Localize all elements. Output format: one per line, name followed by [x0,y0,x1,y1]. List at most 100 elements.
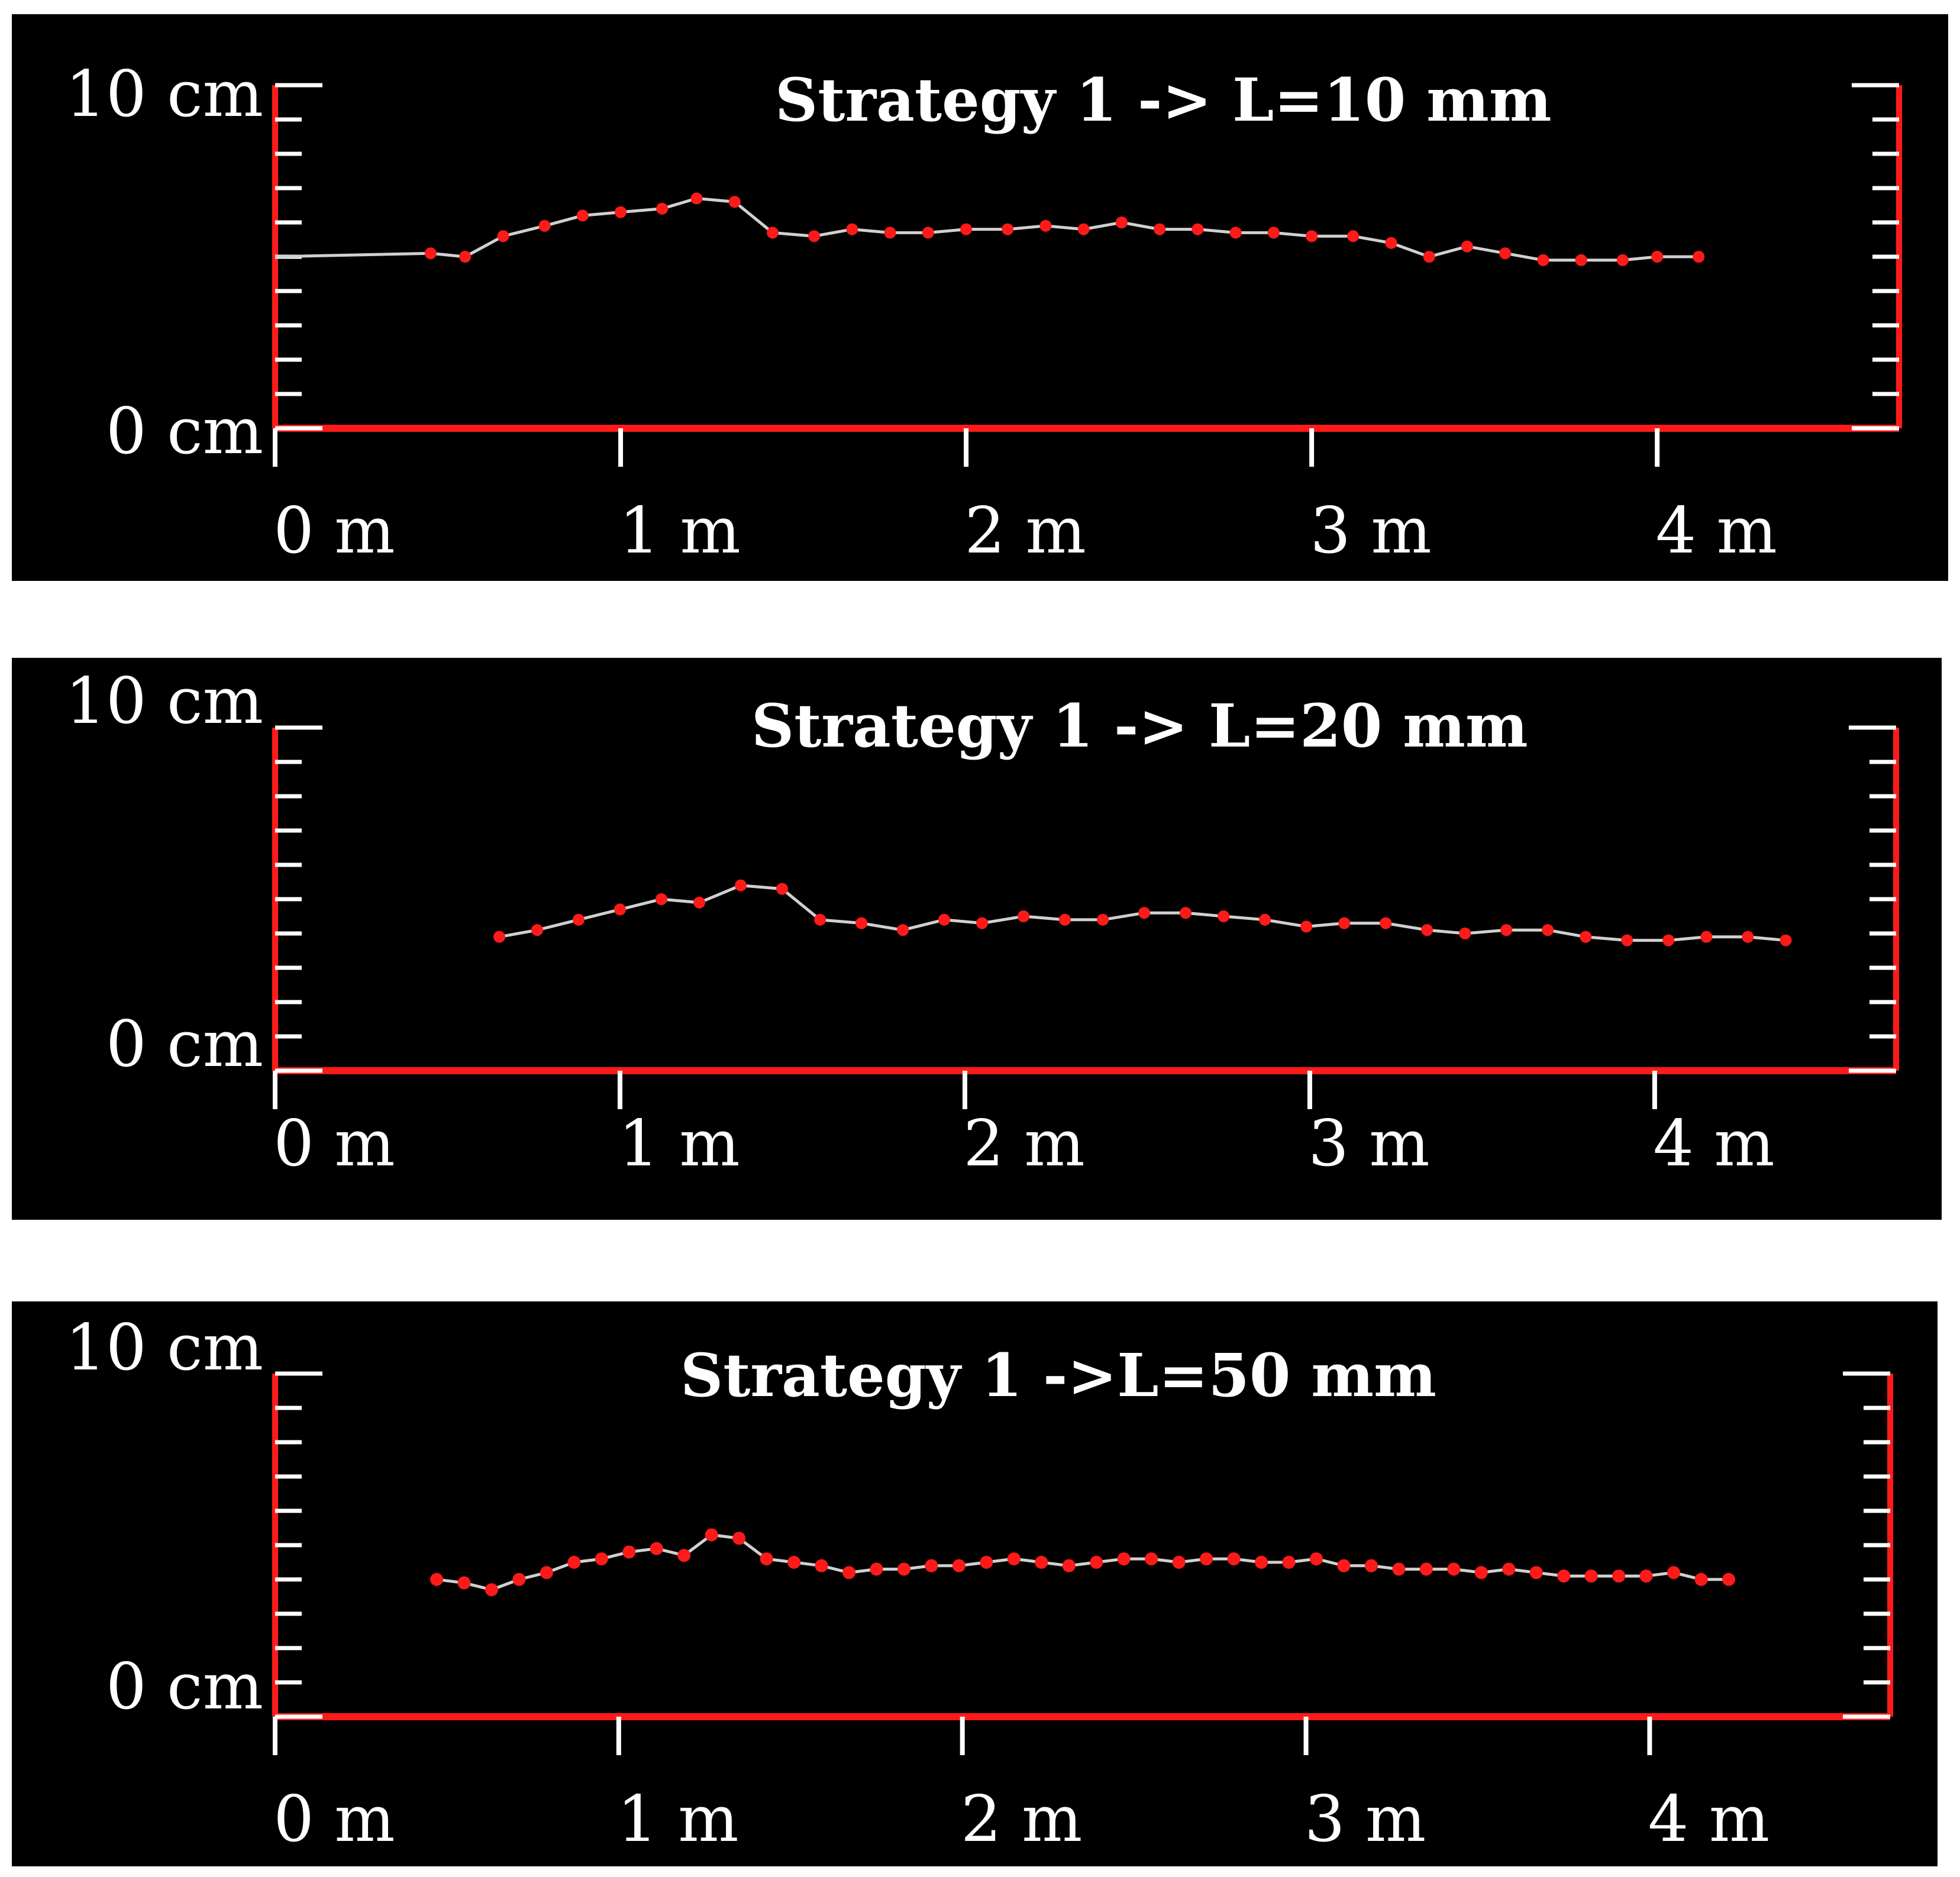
x-tick-label: 4 m [1653,1107,1774,1181]
data-point [1200,1552,1213,1566]
data-point [1537,254,1549,266]
data-point [485,1583,498,1597]
data-point [1580,931,1592,943]
data-point [1229,227,1242,239]
data-point [925,1559,938,1572]
data-point [656,202,669,215]
series-line [436,1533,1729,1592]
data-point [952,1559,966,1572]
x-tick-label: 0 m [273,1782,395,1856]
data-point [1474,1566,1488,1579]
data-point [1338,917,1351,929]
data-point [1218,910,1230,922]
chart-panel-2: Strategy 1 -> L=20 mm 0 m 1 m 2 m 3 m 4 m 10 c… [12,658,1942,1220]
chart-panel-1: Strategy 1 -> L=10 mm 0 m 1 m 2 m 3 m 4 m 10 c… [12,14,1948,581]
data-point [1639,1569,1653,1583]
data-point [1742,931,1754,943]
data-point [1117,1552,1131,1566]
y-tick-label: 10 cm [65,1311,263,1385]
data-point [842,1566,856,1579]
data-point [512,1573,526,1586]
data-point [1347,230,1360,243]
data-point [728,196,741,208]
data-point [1461,240,1473,253]
data-point [1259,913,1271,926]
data-point [613,903,626,916]
chart-2: Strategy 1 -> L=20 mm 0 m 1 m 2 m 3 m 4 m 10 c… [65,664,1899,1181]
data-point [677,1549,691,1562]
chart-title: Strategy 1 ->L=50 mm [680,1340,1436,1410]
data-point [1459,928,1471,939]
data-point [938,913,950,926]
data-point [1421,924,1433,936]
data-point [573,913,585,926]
x-tick-label: 2 m [961,1782,1082,1856]
data-point [1227,1552,1241,1566]
data-point [1115,217,1128,228]
data-point [1392,1562,1406,1576]
data-point [980,1556,993,1569]
data-point [1282,1556,1296,1569]
x-tick-label: 1 m [618,1107,740,1181]
x-tick-label: 4 m [1655,494,1777,568]
x-tick-label: 2 m [964,494,1086,568]
data-point [1097,913,1109,926]
x-tick-label: 4 m [1648,1782,1770,1856]
data-point [735,879,747,891]
data-point [1780,934,1792,946]
data-point [1145,1552,1158,1566]
x-tick-label: 0 m [273,494,395,568]
data-point [1651,251,1664,263]
data-point [1419,1562,1433,1576]
data-point [897,924,909,936]
data-point [1584,1569,1598,1583]
data-point [690,192,703,205]
data-point [531,924,544,936]
data-point [430,1573,443,1586]
data-point [1255,1556,1268,1569]
data-point [1039,219,1052,232]
data-point [622,1545,636,1559]
data-point [760,1552,773,1566]
chart-1: Strategy 1 -> L=10 mm 0 m 1 m 2 m 3 m 4 m 10 c… [65,57,1902,568]
data-point [1309,1552,1323,1566]
data-point [767,227,779,239]
data-point [1035,1556,1048,1569]
y-tick-label: 0 cm [106,1007,263,1081]
data-point [1575,254,1587,266]
data-point [1007,1552,1021,1566]
data-point [1154,223,1166,235]
data-point [1385,237,1397,249]
data-point [493,931,505,943]
data-point [1267,227,1280,239]
data-point [897,1562,910,1576]
data-point [1138,907,1151,919]
chart-title: Strategy 1 -> L=20 mm [751,691,1528,761]
data-point [615,206,627,218]
data-point [1694,1573,1708,1586]
data-point [1002,223,1014,235]
data-point [732,1532,746,1545]
data-point [1667,1566,1681,1579]
x-tick-label: 0 m [273,1107,395,1181]
data-point [538,219,551,232]
data-point [540,1566,553,1579]
data-point [459,251,472,263]
data-point [808,230,821,243]
data-point [787,1556,801,1569]
data-point [976,917,989,929]
data-point [1447,1562,1461,1576]
x-tick-label: 1 m [619,494,740,568]
data-point [870,1562,883,1576]
y-tick-label: 10 cm [65,57,263,131]
data-point [576,209,589,222]
data-point [1018,910,1030,922]
data-point [1499,247,1512,260]
data-point [855,917,868,929]
chart-title: Strategy 1 -> L=10 mm [775,65,1552,135]
data-point [1502,1562,1516,1576]
data-point [595,1552,608,1566]
data-point [1090,1556,1103,1569]
data-point [1621,934,1633,946]
data-point [1172,1556,1186,1569]
